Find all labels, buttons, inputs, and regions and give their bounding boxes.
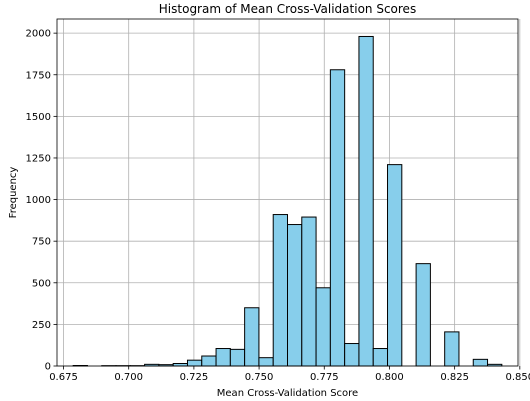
x-tick-label: 0.725: [180, 372, 209, 383]
x-tick-label: 0.775: [310, 372, 339, 383]
chart-title: Histogram of Mean Cross-Validation Score…: [159, 2, 416, 16]
x-axis-label: Mean Cross-Validation Score: [217, 388, 358, 399]
histogram-bar: [387, 164, 403, 367]
histogram-bar: [287, 224, 303, 367]
histogram-bar: [315, 287, 331, 367]
x-tick-label: 0.825: [440, 372, 469, 383]
y-tick-label: 500: [32, 278, 51, 289]
y-axis-label: Frequency: [8, 167, 19, 219]
y-tick-label: 1750: [26, 70, 51, 81]
histogram-bar: [329, 69, 346, 367]
histogram-bar: [444, 331, 460, 367]
histogram-bar: [472, 358, 489, 367]
histogram-bar: [258, 357, 274, 367]
histogram-bar: [244, 307, 260, 367]
histogram-bar: [229, 348, 246, 367]
histogram-bar: [215, 348, 231, 367]
y-tick-label: 1500: [26, 112, 51, 123]
histogram-bar: [201, 355, 217, 367]
y-tick-label: 0: [45, 362, 51, 373]
y-tick-label: 1000: [26, 195, 51, 206]
y-tick-label: 250: [32, 320, 51, 331]
y-tick-label: 750: [32, 237, 51, 248]
x-tick-label: 0.800: [375, 372, 404, 383]
histogram-bars: [72, 35, 503, 367]
x-tick-label: 0.675: [49, 372, 78, 383]
y-tick-label: 1250: [26, 153, 51, 164]
histogram-bar: [358, 35, 374, 367]
x-axis-ticks: 0.675 0.700 0.725 0.750 0.775 0.800 0.825 0.850: [49, 366, 530, 383]
histogram-bar: [272, 214, 289, 367]
x-tick-label: 0.700: [114, 372, 143, 383]
histogram-bar: [301, 216, 317, 367]
histogram-bar: [186, 359, 203, 367]
plot-area-frame: [56, 18, 519, 367]
x-tick-label: 0.750: [245, 372, 274, 383]
y-axis-ticks: 0 250 500 750 1000 1250 1500 1750 2000: [26, 29, 57, 373]
histogram-bar: [372, 348, 389, 367]
histogram-bar: [344, 343, 360, 367]
x-tick-label: 0.850: [506, 372, 530, 383]
y-tick-label: 2000: [26, 29, 51, 40]
histogram-bar: [415, 263, 431, 367]
